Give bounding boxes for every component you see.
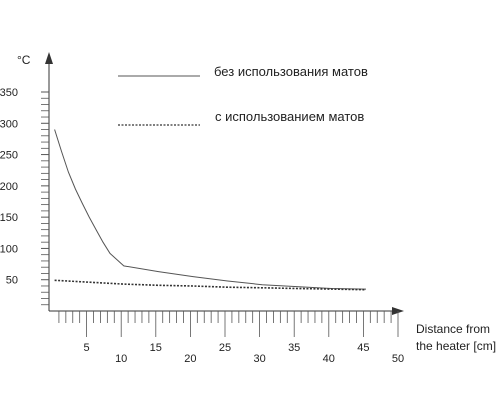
y-tick-label: 50 — [6, 275, 18, 287]
series-line-with-mats — [54, 279, 367, 291]
x-axis-label: Distance from — [416, 322, 490, 336]
y-tick-label: 250 — [0, 150, 18, 162]
x-tick-label: 35 — [288, 342, 300, 354]
x-tick-label: 20 — [184, 353, 196, 365]
x-tick-label: 50 — [392, 353, 404, 365]
x-tick-label: 30 — [253, 353, 265, 365]
y-tick-label: 200 — [0, 181, 18, 193]
y-tick-label: 100 — [0, 243, 18, 255]
x-tick-label: 10 — [115, 353, 127, 365]
y-tick-label: 150 — [0, 212, 18, 224]
y-tick-label: 350 — [0, 87, 18, 99]
x-tick-label: 25 — [219, 342, 231, 354]
y-axis-label: °C — [17, 53, 31, 67]
y-axis-arrow — [45, 52, 53, 64]
series-line-without-mats — [54, 129, 367, 290]
x-tick-label: 15 — [150, 342, 162, 354]
x-tick-label: 40 — [323, 353, 335, 365]
x-tick-label: 45 — [357, 342, 369, 354]
legend-label: без использования матов — [214, 64, 368, 79]
y-tick-label: 300 — [0, 118, 18, 130]
legend-label: с использованием матов — [215, 109, 364, 124]
x-axis-label: the heater [cm] — [416, 339, 496, 353]
x-tick-label: 5 — [84, 342, 90, 354]
